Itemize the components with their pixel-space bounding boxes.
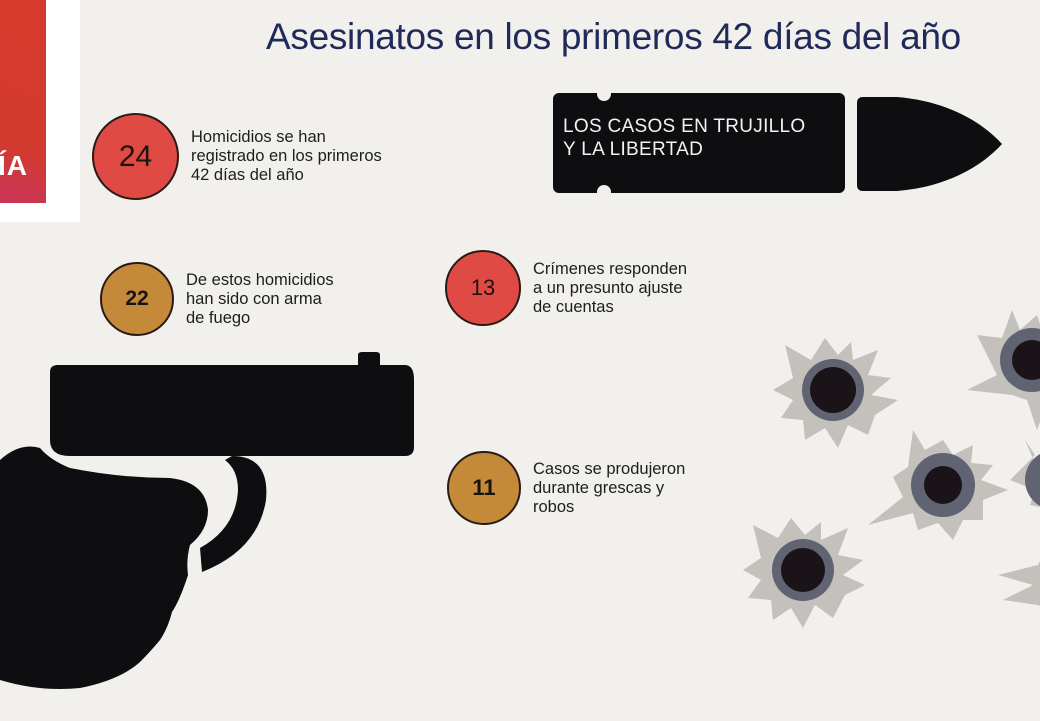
stat-firearm-homicides: 22 De estos homicidios han sido con arma… xyxy=(100,262,334,336)
stat-circle: 22 xyxy=(100,262,174,336)
bullet-casing-banner: LOS CASOS EN TRUJILLO Y LA LIBERTAD xyxy=(553,93,845,193)
stat-description: Casos se produjeron durante grescas y ro… xyxy=(533,460,685,517)
casing-notch xyxy=(597,185,611,193)
hand-holding-pistol-icon xyxy=(0,352,414,689)
stat-line: de cuentas xyxy=(533,297,614,316)
stat-description: Homicidios se han registrado en los prim… xyxy=(191,128,382,185)
stat-line: han sido con arma xyxy=(186,289,322,308)
stat-homicides-total: 24 Homicidios se han registrado en los p… xyxy=(92,113,382,200)
stat-circle: 24 xyxy=(92,113,179,200)
bullet-banner-text: LOS CASOS EN TRUJILLO Y LA LIBERTAD xyxy=(563,115,805,161)
bullet-holes-group xyxy=(743,310,1040,628)
stat-line: 42 días del año xyxy=(191,166,304,184)
stat-score-settling: 13 Crímenes responden a un presunto ajus… xyxy=(445,250,687,326)
stat-line: Crímenes responden xyxy=(533,259,688,278)
bullet-hole-icon xyxy=(967,310,1040,430)
stat-line: registrado en los primeros xyxy=(191,147,382,165)
section-tab: ÍA xyxy=(0,0,46,203)
bullet-hole-icon xyxy=(743,518,865,628)
bullet-banner-line-2: Y LA LIBERTAD xyxy=(563,139,704,160)
stat-fights-robberies: 11 Casos se produjeron durante grescas y… xyxy=(447,451,685,525)
bullet-hole-icon xyxy=(868,430,1008,540)
bullet-icon xyxy=(857,97,1002,191)
bullet-hole-icon xyxy=(1010,440,1040,507)
casing-notch xyxy=(597,93,611,101)
bullet-banner-line-1: LOS CASOS EN TRUJILLO xyxy=(563,116,806,137)
stat-description: De estos homicidios han sido con arma de… xyxy=(186,271,334,328)
stat-line: De estos homicidios xyxy=(186,270,334,289)
stat-circle: 13 xyxy=(445,250,521,326)
stat-line: robos xyxy=(533,497,575,516)
page-title: Asesinatos en los primeros 42 días del a… xyxy=(266,16,961,57)
section-label: ÍA xyxy=(0,150,28,181)
stat-line: Homicidios se han xyxy=(191,128,326,146)
stat-circle: 11 xyxy=(447,451,521,525)
stat-line: durante grescas y xyxy=(533,478,665,497)
stat-line: Casos se produjeron xyxy=(533,459,686,478)
stat-line: de fuego xyxy=(186,308,251,327)
stat-line: a un presunto ajuste xyxy=(533,278,683,297)
bullet-hole-icon xyxy=(998,561,1040,606)
bullet-hole-icon xyxy=(773,338,898,448)
stat-description: Crímenes responden a un presunto ajuste … xyxy=(533,260,687,317)
